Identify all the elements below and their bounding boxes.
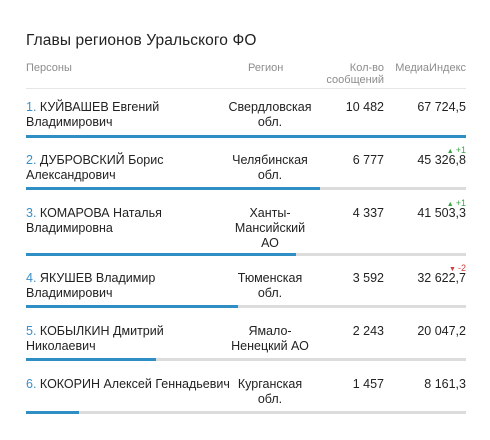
media-index-bar-fill	[26, 135, 466, 138]
media-index-value: 67 724,5	[417, 100, 466, 114]
region-line1: Свердловская	[228, 100, 312, 114]
rank-change-badge: ▼ -2	[392, 263, 466, 275]
media-index-bar	[26, 411, 466, 414]
media-index-value: 8 161,3	[424, 377, 466, 391]
region-name: Ямало- Ненецкий АО	[222, 324, 318, 354]
region-line2: обл.	[257, 115, 283, 129]
page-title: Главы регионов Уральского ФО	[26, 32, 257, 49]
media-index-bar	[26, 305, 466, 308]
message-count: 6 777	[352, 153, 384, 167]
column-header-persons[interactable]: Персоны	[26, 62, 72, 74]
table-row[interactable]: ▲ +1 3. КОМАРОВА Наталья Владимировна Хан…	[0, 198, 490, 258]
region-name: Ханты- Мансийский АО	[222, 206, 318, 251]
person-name[interactable]: 3. КОМАРОВА Наталья Владимировна	[26, 206, 226, 236]
media-index-bar	[26, 135, 466, 138]
region-line2: обл.	[257, 286, 283, 300]
person-name-line1: ЯКУШЕВ Владимир	[39, 271, 156, 285]
region-name: Челябинская обл.	[222, 153, 318, 183]
table-row[interactable]: ▼ -2 4. ЯКУШЕВ Владимир Владимирович Тюме…	[0, 263, 490, 311]
media-index-bar	[26, 187, 466, 190]
message-count: 2 243	[352, 324, 384, 338]
media-index-value: 45 326,8	[417, 153, 466, 167]
table-row[interactable]: ▲ +1 2. ДУБРОВСКИЙ Борис Александрович Че…	[0, 145, 490, 193]
person-name[interactable]: 2. ДУБРОВСКИЙ Борис Александрович	[26, 153, 226, 183]
media-index-bar	[26, 253, 466, 256]
arrow-up-icon: ▲	[446, 201, 454, 208]
person-name[interactable]: 6. КОКОРИН Алексей Геннадьевич	[26, 377, 236, 392]
media-index-bar-fill	[26, 358, 157, 361]
rank-number: 2.	[26, 153, 37, 167]
region-name: Тюменская обл.	[222, 271, 318, 301]
column-header-region[interactable]: Регион	[248, 62, 284, 74]
person-name-line1: КУЙВАШЕВ Евгений	[39, 100, 160, 114]
region-line2: Мансийский	[234, 221, 306, 235]
person-name-line2: Александрович	[26, 168, 116, 182]
media-index-bar	[26, 358, 466, 361]
person-name-line1: ДУБРОВСКИЙ Борис	[39, 153, 164, 167]
region-name: Свердловская обл.	[222, 100, 318, 130]
rank-change-value: -2	[457, 263, 466, 273]
media-index-bar-fill	[26, 411, 79, 414]
region-line1: Ямало-	[248, 324, 292, 338]
rank-change-badge: ▲ +1	[392, 145, 466, 157]
rank-number: 6.	[26, 377, 37, 391]
header-divider	[26, 88, 466, 89]
region-line1: Ханты-	[249, 206, 291, 220]
column-header-count-line1: Кол-во	[349, 62, 384, 74]
arrow-up-icon: ▲	[446, 148, 454, 155]
person-name[interactable]: 1. КУЙВАШЕВ Евгений Владимирович	[26, 100, 226, 130]
rank-number: 4.	[26, 271, 37, 285]
arrow-down-icon: ▼	[449, 266, 456, 273]
media-index-bar-fill	[26, 253, 296, 256]
table-row[interactable]: 1. КУЙВАШЕВ Евгений Владимирович Свердло…	[0, 100, 490, 140]
column-header-media-index[interactable]: МедиаИндекс	[395, 62, 466, 74]
person-name-line1: КОБЫЛКИН Дмитрий	[39, 324, 164, 338]
region-line3: АО	[261, 236, 279, 250]
person-name-line1: КОКОРИН Алексей Геннадьевич	[39, 377, 230, 391]
rank-change-value: +1	[455, 198, 466, 208]
person-name-line2: Владимирович	[26, 115, 113, 129]
media-index-bar-fill	[26, 187, 321, 190]
region-line1: Тюменская	[237, 271, 303, 285]
person-name[interactable]: 4. ЯКУШЕВ Владимир Владимирович	[26, 271, 226, 301]
region-line2: Ненецкий АО	[231, 339, 309, 353]
rank-change-value: +1	[455, 145, 466, 155]
person-name-line2: Владимирович	[26, 286, 113, 300]
column-header-count[interactable]: Кол-во сообщений	[322, 62, 384, 86]
rank-number: 1.	[26, 100, 37, 114]
person-name[interactable]: 5. КОБЫЛКИН Дмитрий Николаевич	[26, 324, 226, 354]
region-line1: Челябинская	[232, 153, 308, 167]
media-index-bar-fill	[26, 305, 239, 308]
person-name-line2: Владимировна	[26, 221, 113, 235]
person-name-line2: Николаевич	[26, 339, 96, 353]
region-name: Курганская обл.	[222, 377, 318, 407]
rank-change-badge: ▲ +1	[392, 198, 466, 210]
message-count: 10 482	[345, 100, 384, 114]
rank-number: 5.	[26, 324, 37, 338]
message-count: 3 592	[352, 271, 384, 285]
message-count: 4 337	[352, 206, 384, 220]
region-line1: Курганская	[237, 377, 303, 391]
table-row[interactable]: 5. КОБЫЛКИН Дмитрий Николаевич Ямало- Не…	[0, 324, 490, 364]
column-header-count-line2: сообщений	[326, 74, 384, 86]
region-line2: обл.	[257, 168, 283, 182]
rank-number: 3.	[26, 206, 37, 220]
media-index-value: 41 503,3	[417, 206, 466, 220]
media-index-value: 32 622,7	[417, 271, 466, 285]
region-line2: обл.	[257, 392, 283, 406]
media-index-value: 20 047,2	[417, 324, 466, 338]
person-name-line1: КОМАРОВА Наталья	[39, 206, 162, 220]
table-row[interactable]: 6. КОКОРИН Алексей Геннадьевич Курганска…	[0, 377, 490, 417]
message-count: 1 457	[352, 377, 384, 391]
